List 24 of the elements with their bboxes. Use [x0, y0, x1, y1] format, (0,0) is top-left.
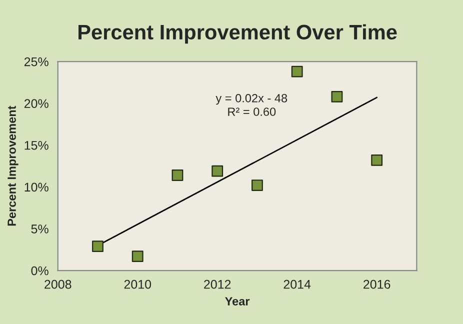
x-tick-label: 2010 [124, 280, 152, 289]
x-tick-label: 2012 [204, 280, 231, 289]
y-tick-label: 0% [31, 266, 48, 276]
point [92, 240, 104, 252]
point [172, 170, 184, 181]
x-axis-title: Year [225, 297, 250, 306]
annotation: R² = 0.60 [228, 108, 276, 116]
y-tick-label: 10% [24, 182, 48, 192]
y-tick-label: 25% [24, 57, 48, 66]
x-tick-label: 2008 [44, 280, 72, 289]
point [252, 180, 263, 191]
point [331, 90, 343, 102]
point [212, 165, 224, 177]
annotation: y = 0.02x - 48 [216, 94, 288, 105]
x-tick-label: 2016 [364, 280, 390, 289]
y-tick-label: 20% [24, 99, 48, 108]
point [291, 66, 303, 78]
x-tick-label: 2014 [284, 280, 311, 289]
y-axis-title: Percent Improvement [8, 106, 18, 226]
point [371, 154, 383, 166]
chart-title: Percent Improvement Over Time [78, 24, 397, 44]
y-tick-label: 5% [31, 224, 48, 234]
point [132, 250, 144, 262]
y-tick-label: 15% [24, 141, 48, 150]
